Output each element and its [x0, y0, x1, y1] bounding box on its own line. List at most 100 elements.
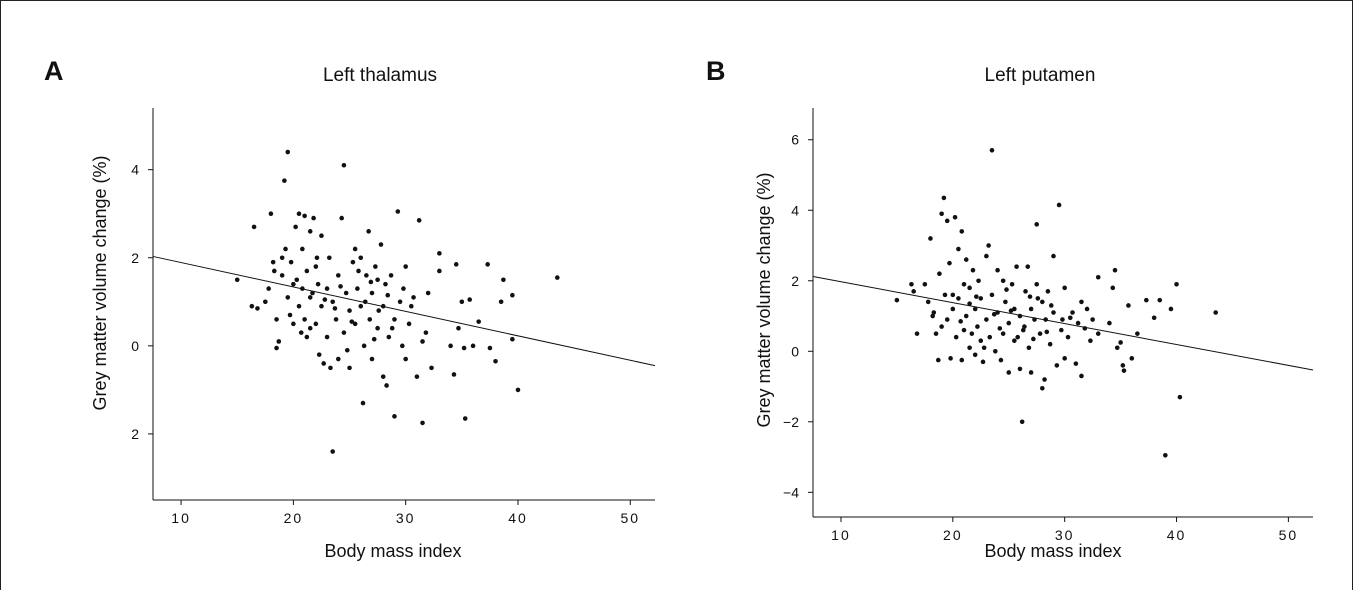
panel-a-data-point [425, 290, 431, 296]
panel-a-data-point [324, 286, 330, 291]
panel-b-data-point [975, 324, 980, 329]
panel-a-data-point [315, 281, 321, 287]
panel-b-data-point [967, 301, 972, 306]
panel-b-data-point [981, 345, 987, 351]
panel-a-data-point [332, 306, 338, 311]
panel-b-data-point [1032, 317, 1037, 322]
panel-b-data-point [998, 357, 1004, 363]
panel-a-data-point [360, 400, 366, 406]
panel-a-data-point [321, 361, 327, 366]
panel-b-data-point [948, 356, 953, 361]
panel-b-data-point [922, 281, 928, 287]
panel-b-data-point [1054, 363, 1060, 368]
panel-b-data-point [1168, 306, 1174, 312]
panel-b-data-point [937, 271, 942, 277]
panel-a-data-point [369, 356, 375, 362]
panel-a-x-tick-label: 50 [621, 510, 641, 526]
panel-a-data-point [515, 387, 521, 393]
panel-b-y-tick-label: 2 [791, 273, 799, 289]
panel-a-data-point [462, 416, 468, 421]
panel-b-data-point [1006, 320, 1012, 326]
panel-b-regression-line [812, 276, 1314, 371]
panel-a-data-point [448, 343, 453, 349]
panel-b-data-point [928, 236, 933, 241]
panel-b-data-point [987, 334, 993, 340]
panel-a-data-point [291, 321, 296, 327]
panel-b-x-tick-label: 20 [943, 527, 963, 543]
panel-b-data-point [1035, 296, 1041, 301]
panel-a: A Left thalamus Body mass index Grey mat… [44, 56, 656, 561]
panel-b-data-point [1034, 281, 1040, 287]
panel-a-data-point [302, 213, 307, 219]
panel-a-data-point [429, 365, 434, 371]
panel-a-x-tick-label: 20 [284, 510, 304, 526]
panel-a-data-point [456, 325, 461, 331]
panel-a-letter: A [44, 56, 64, 86]
panel-a-data-point [266, 286, 271, 291]
panel-b-data-point [967, 285, 972, 291]
panel-a-data-point [366, 229, 371, 234]
panel-b-data-point [1062, 356, 1067, 361]
panel-b-data-point [1042, 377, 1047, 382]
panel-b-data-point [947, 260, 952, 266]
panel-b-data-point [956, 296, 961, 301]
panel-a-data-point [307, 229, 313, 234]
panel-b-data-point [925, 299, 931, 305]
panel-b-data-point [1037, 331, 1043, 336]
panel-b-data-point [935, 357, 941, 363]
panel-a-data-point [293, 224, 298, 230]
panel-a-data-point [316, 352, 322, 357]
panel-a-data-point [313, 321, 319, 327]
panel-b-data-point [1004, 287, 1009, 292]
panel-a-data-point [369, 290, 375, 296]
panel-b-data-point [942, 292, 948, 298]
panel-a-data-point [350, 259, 356, 265]
panel-b-data-point [1009, 281, 1015, 287]
panel-b-data-point [1095, 274, 1101, 280]
panel-a-data-point [437, 251, 442, 256]
panel-b-data-point [944, 317, 950, 322]
panel-b-data-point [1095, 331, 1101, 336]
panel-b-data-point [980, 359, 986, 365]
panel-a-data-point [347, 365, 352, 371]
panel-b-data-point [953, 334, 959, 340]
panel-b-data-point [1084, 306, 1090, 312]
panel-a-data-point [307, 325, 313, 331]
panel-a-data-point [451, 372, 457, 377]
panel-a-data-point [343, 290, 349, 296]
panel-a-data-point [319, 303, 324, 309]
panel-a-data-point [400, 343, 405, 349]
panel-a-data-point [420, 339, 425, 344]
panel-b-data-point [1034, 222, 1040, 227]
panel-b-data-point [959, 229, 965, 234]
panel-b-data-point [1062, 285, 1067, 291]
panel-b-data-point [1059, 327, 1064, 333]
panel-b-data-point [1082, 326, 1088, 331]
panel-a-data-point [255, 306, 260, 311]
panel-b-data-point [997, 326, 1003, 331]
panel-a-data-point [406, 321, 412, 327]
panel-b-data-point [995, 267, 1000, 273]
panel-b-data-point [1015, 334, 1020, 340]
panel-b-data-point [1040, 299, 1045, 305]
panel-a-data-point [403, 356, 408, 362]
panel-a-data-point [330, 449, 335, 454]
panel-b-data-point [1090, 317, 1095, 322]
panel-b-data-point [1067, 315, 1073, 321]
panel-a-data-point [437, 268, 442, 274]
panel-b-data-point [1126, 303, 1131, 308]
panel-b-x-tick-label: 40 [1167, 527, 1187, 543]
panel-a-data-point [285, 149, 291, 155]
panel-a-data-point [386, 334, 392, 340]
panel-a-data-point [352, 321, 358, 327]
panel-a-data-point [336, 356, 341, 362]
panel-a-data-point [356, 268, 361, 274]
panel-b-data-point [939, 211, 944, 217]
panel-a-data-point [392, 317, 397, 322]
panel-b-data-point [976, 278, 981, 284]
panel-b-data-point [963, 313, 969, 319]
panel-b-data-point [1177, 394, 1183, 400]
panel-b-data-point [956, 246, 961, 252]
panel-b-data-point [894, 297, 900, 303]
